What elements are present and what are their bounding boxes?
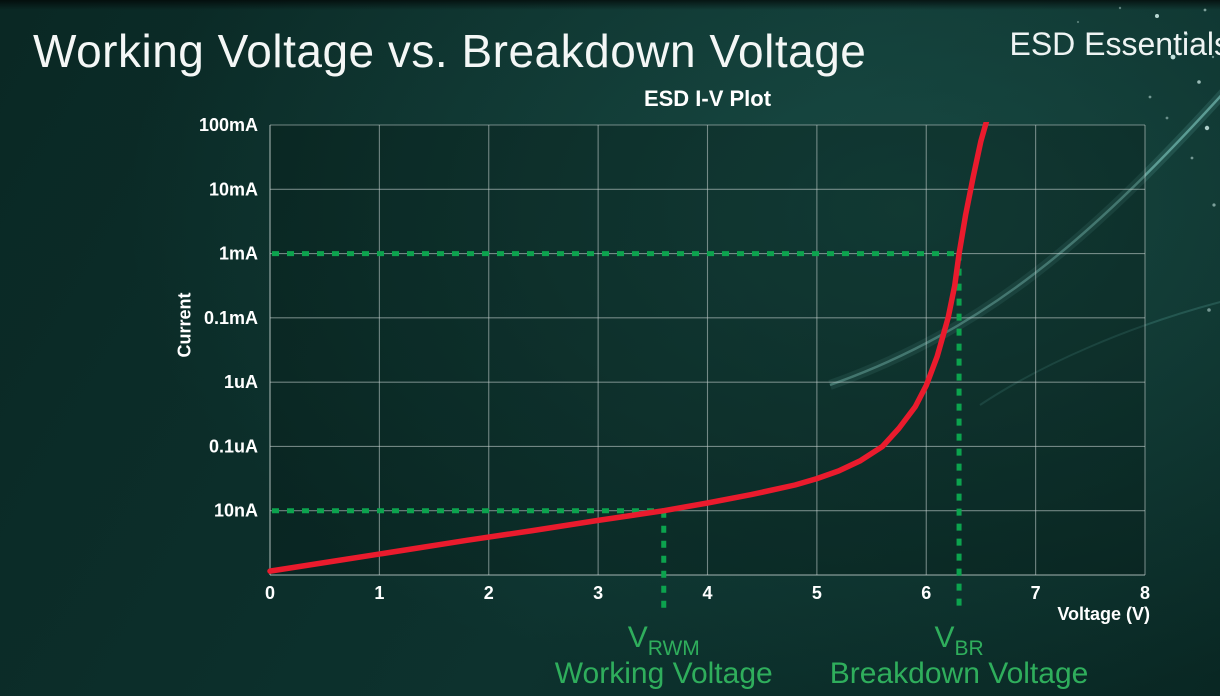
brand-logo-text: ESD Essentials [1009,26,1220,62]
particle-dot [1076,20,1080,24]
x-tick-label-2: 2 [484,583,494,603]
particle-dot [1118,6,1122,10]
y-tick-label-10nA: 10nA [214,501,258,521]
x-tick-label-3: 3 [593,583,603,603]
page-title: Working Voltage vs. Breakdown Voltage [33,25,867,77]
marker-symbol-vrwm: VRWM [628,621,700,660]
y-tick-label-100mA: 100mA [199,115,258,135]
particle-dot [1170,54,1176,60]
marker-caption-vrwm: Working Voltage [555,657,773,690]
marker-symbol-vbr: VBR [934,621,983,660]
particle-dot [1197,80,1201,84]
particle-dots [1076,6,1216,312]
y-tick-label-10mA: 10mA [209,179,258,199]
x-tick-label-4: 4 [702,583,712,603]
x-tick-label-6: 6 [921,583,931,603]
particle-dot [1155,14,1159,18]
y-axis-title: Current [174,292,195,358]
particle-dot [1184,32,1188,36]
particle-dot [1212,203,1216,207]
particle-dot [1190,156,1194,160]
x-tick-label-0: 0 [265,583,275,603]
particle-dot [1203,8,1207,12]
iv-curve [267,122,990,574]
particle-dot [1165,116,1169,120]
y-tick-label-0.1mA: 0.1mA [204,308,258,328]
chart-title: ESD I-V Plot [643,86,772,111]
x-tick-label-1: 1 [374,583,384,603]
particle-dot [1204,125,1210,131]
marker-caption-vbr: Breakdown Voltage [830,657,1089,690]
x-axis-title: Voltage (V) [1057,604,1150,624]
x-tick-label-5: 5 [812,583,822,603]
x-tick-label-8: 8 [1140,583,1150,603]
y-tick-label-1mA: 1mA [219,244,258,264]
light-swoosh-secondary [979,301,1220,406]
y-tick-label-1uA: 1uA [224,372,258,392]
particle-dot [1207,308,1211,312]
particle-dot [1211,55,1215,59]
x-tick-label-7: 7 [1031,583,1041,603]
y-tick-label-0.1uA: 0.1uA [209,436,258,456]
particle-dot [1148,95,1152,99]
